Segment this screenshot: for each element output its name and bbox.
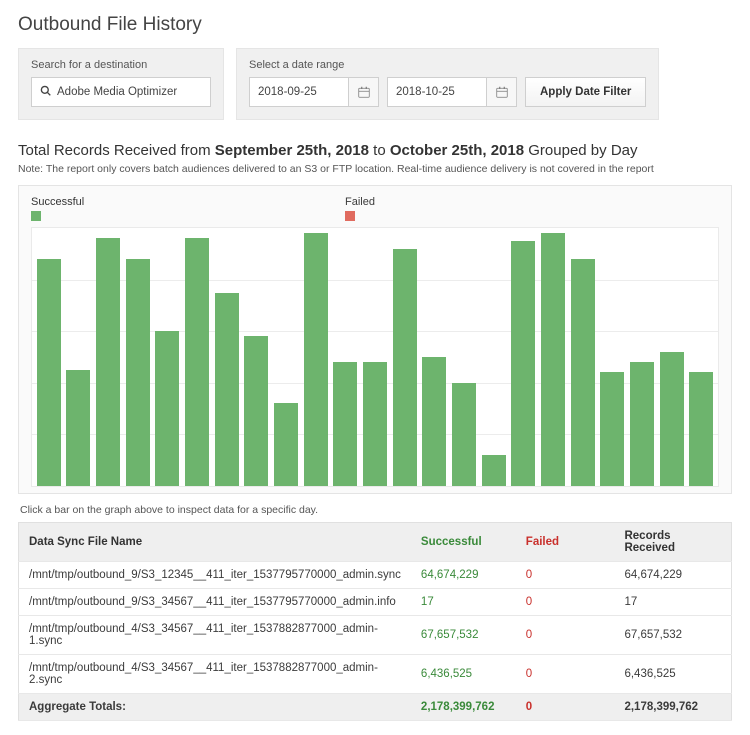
col-header-successful[interactable]: Successful <box>411 523 516 562</box>
search-label: Search for a destination <box>31 59 211 71</box>
cell-received: 64,674,229 <box>614 562 731 589</box>
chart-bar[interactable] <box>570 228 596 486</box>
chart-bar[interactable] <box>362 228 388 486</box>
legend-failed-label: Failed <box>345 196 375 208</box>
cell-failed: 0 <box>516 589 615 616</box>
date-panel: Select a date range 2018-09-25 2018-10-2… <box>236 48 659 120</box>
calendar-icon[interactable] <box>348 78 378 106</box>
chart-bars <box>36 228 714 486</box>
date-to-value: 2018-10-25 <box>388 86 455 98</box>
col-header-name[interactable]: Data Sync File Name <box>19 523 411 562</box>
calendar-icon[interactable] <box>486 78 516 106</box>
cell-successful: 64,674,229 <box>411 562 516 589</box>
search-value: Adobe Media Optimizer <box>57 86 177 98</box>
summary-to-date: October 25th, 2018 <box>390 142 524 159</box>
data-sync-table: Data Sync File Name Successful Failed Re… <box>18 522 732 721</box>
chart-bar[interactable] <box>214 228 240 486</box>
chart-bar[interactable] <box>66 228 92 486</box>
cell-received: 67,657,532 <box>614 616 731 655</box>
legend-failed-swatch <box>345 211 355 221</box>
apply-date-filter-button[interactable]: Apply Date Filter <box>525 77 646 107</box>
cell-filename: /mnt/tmp/outbound_4/S3_34567__411_iter_1… <box>19 616 411 655</box>
cell-failed: 0 <box>516 655 615 694</box>
aggregate-totals-row: Aggregate Totals:2,178,399,76202,178,399… <box>19 694 732 721</box>
cell-failed: 0 <box>516 562 615 589</box>
totals-failed: 0 <box>516 694 615 721</box>
legend-successful-label: Successful <box>31 196 84 208</box>
col-header-received[interactable]: Records Received <box>614 523 731 562</box>
table-row[interactable]: /mnt/tmp/outbound_4/S3_34567__411_iter_1… <box>19 655 732 694</box>
legend-successful-swatch <box>31 211 41 221</box>
cell-successful: 17 <box>411 589 516 616</box>
table-row[interactable]: /mnt/tmp/outbound_9/S3_12345__411_iter_1… <box>19 562 732 589</box>
chart-bar[interactable] <box>422 228 448 486</box>
chart-bar[interactable] <box>155 228 181 486</box>
chart-bar[interactable] <box>36 228 62 486</box>
summary-mid: to <box>369 142 390 159</box>
totals-label: Aggregate Totals: <box>19 694 411 721</box>
chart-bar[interactable] <box>629 228 655 486</box>
date-range-label: Select a date range <box>249 59 646 71</box>
summary-prefix: Total Records Received from <box>18 142 215 159</box>
chart-bar[interactable] <box>244 228 270 486</box>
search-input[interactable]: Adobe Media Optimizer <box>31 77 211 107</box>
chart-bar[interactable] <box>95 228 121 486</box>
col-header-failed[interactable]: Failed <box>516 523 615 562</box>
chart-hint: Click a bar on the graph above to inspec… <box>20 504 732 516</box>
filter-bar: Search for a destination Adobe Media Opt… <box>18 48 732 120</box>
totals-successful: 2,178,399,762 <box>411 694 516 721</box>
chart-bar[interactable] <box>184 228 210 486</box>
chart-bar[interactable] <box>125 228 151 486</box>
chart-bar[interactable] <box>481 228 507 486</box>
summary-note: Note: The report only covers batch audie… <box>18 163 732 175</box>
cell-received: 17 <box>614 589 731 616</box>
cell-filename: /mnt/tmp/outbound_4/S3_34567__411_iter_1… <box>19 655 411 694</box>
chart-bar[interactable] <box>273 228 299 486</box>
chart-legend: Successful Failed <box>31 196 719 221</box>
totals-received: 2,178,399,762 <box>614 694 731 721</box>
cell-failed: 0 <box>516 616 615 655</box>
chart-bar[interactable] <box>451 228 477 486</box>
cell-received: 6,436,525 <box>614 655 731 694</box>
chart-bar[interactable] <box>688 228 714 486</box>
table-row[interactable]: /mnt/tmp/outbound_4/S3_34567__411_iter_1… <box>19 616 732 655</box>
page-title: Outbound File History <box>18 14 732 36</box>
cell-successful: 6,436,525 <box>411 655 516 694</box>
chart-bar[interactable] <box>333 228 359 486</box>
cell-filename: /mnt/tmp/outbound_9/S3_34567__411_iter_1… <box>19 589 411 616</box>
chart-bar[interactable] <box>303 228 329 486</box>
summary-from-date: September 25th, 2018 <box>215 142 369 159</box>
chart-bar[interactable] <box>392 228 418 486</box>
chart-bar[interactable] <box>540 228 566 486</box>
date-from-input[interactable]: 2018-09-25 <box>249 77 379 107</box>
date-from-value: 2018-09-25 <box>250 86 317 98</box>
chart-bar[interactable] <box>659 228 685 486</box>
chart-bar[interactable] <box>599 228 625 486</box>
chart-bar[interactable] <box>511 228 537 486</box>
search-icon <box>40 85 51 99</box>
search-panel: Search for a destination Adobe Media Opt… <box>18 48 224 120</box>
date-to-input[interactable]: 2018-10-25 <box>387 77 517 107</box>
cell-filename: /mnt/tmp/outbound_9/S3_12345__411_iter_1… <box>19 562 411 589</box>
summary-heading: Total Records Received from September 25… <box>18 142 732 159</box>
table-row[interactable]: /mnt/tmp/outbound_9/S3_34567__411_iter_1… <box>19 589 732 616</box>
chart-panel: Successful Failed <box>18 185 732 494</box>
summary-suffix: Grouped by Day <box>524 142 637 159</box>
records-bar-chart <box>31 227 719 487</box>
cell-successful: 67,657,532 <box>411 616 516 655</box>
